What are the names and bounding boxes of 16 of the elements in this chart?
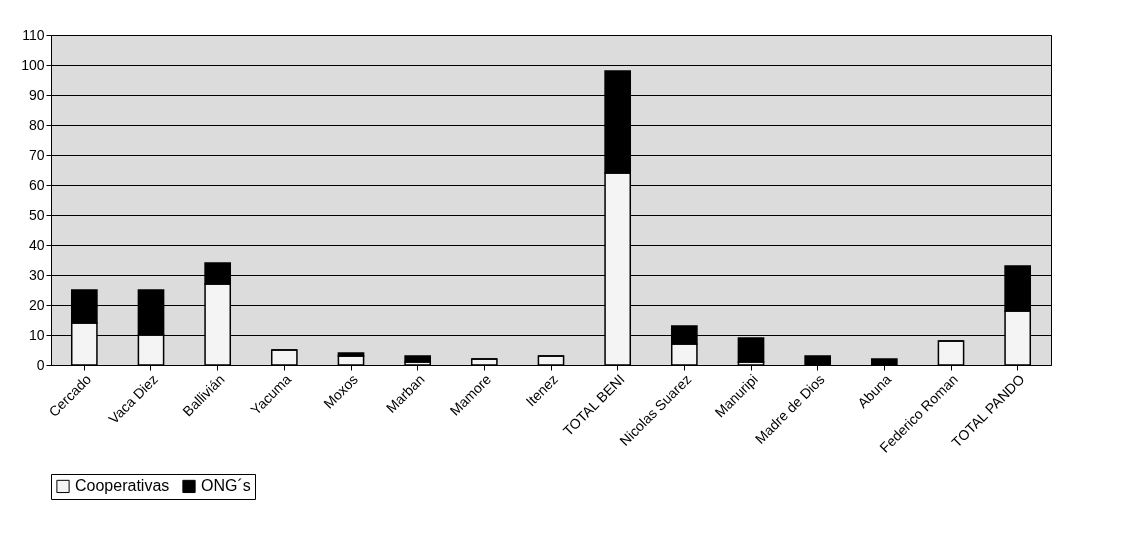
x-tick-label: Vaca Diez bbox=[105, 371, 161, 427]
bar bbox=[404, 355, 432, 363]
y-tick-label: 100 bbox=[21, 56, 45, 73]
legend-label: Cooperativas bbox=[75, 477, 170, 495]
y-tick-label: 60 bbox=[28, 176, 45, 193]
y-tick-label: 40 bbox=[28, 236, 45, 253]
y-tick-label: 10 bbox=[28, 326, 45, 343]
legend-label: ONG´s bbox=[201, 477, 251, 495]
y-tick-label: 30 bbox=[28, 266, 45, 283]
y-tick-label: 80 bbox=[28, 116, 45, 133]
y-tick-label: 70 bbox=[28, 146, 45, 163]
y-tick-label: 90 bbox=[28, 86, 45, 103]
y-tick-label: 50 bbox=[28, 206, 45, 223]
y-tick-label: 110 bbox=[22, 26, 45, 43]
y-tick-label: 0 bbox=[36, 356, 45, 373]
y-tick-label: 20 bbox=[28, 296, 45, 313]
